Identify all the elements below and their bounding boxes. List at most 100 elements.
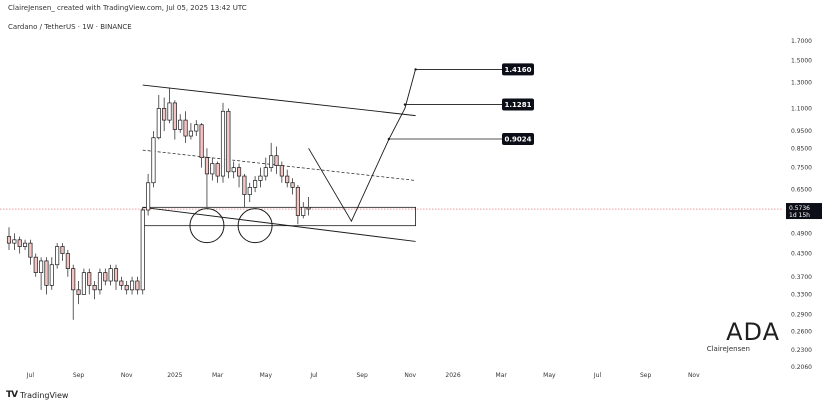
y-tick-label: 0.4900 <box>791 230 812 237</box>
target-label-box <box>502 98 534 111</box>
channel-upper-line <box>142 84 416 117</box>
target-label: 0.9024 <box>504 136 531 144</box>
candle-up <box>55 246 60 266</box>
candle-up <box>81 272 86 295</box>
target-label-box <box>502 133 534 146</box>
candle-up <box>258 175 263 181</box>
x-tick-label: Nov <box>688 372 700 379</box>
double-bottom-circle <box>237 208 273 244</box>
candle-up <box>231 167 236 173</box>
candle-down <box>215 163 220 177</box>
candle-down <box>274 155 279 166</box>
x-tick-label: Sep <box>356 372 368 379</box>
candle-up <box>12 239 17 244</box>
candle-up <box>140 209 145 291</box>
candle-down <box>87 272 92 286</box>
projection-path <box>308 68 417 223</box>
x-tick-label: Nov <box>404 372 416 379</box>
candle-down <box>237 167 242 177</box>
channel-mid-line <box>142 149 416 181</box>
y-tick-label: 0.8500 <box>791 145 812 152</box>
candle-down <box>172 102 177 130</box>
target-point <box>414 68 417 71</box>
y-tick-label: 1.3000 <box>791 80 812 87</box>
candle-down <box>306 206 311 210</box>
candle-down <box>113 268 119 282</box>
target-point <box>403 103 407 106</box>
x-tick-label: Sep <box>640 372 652 379</box>
y-tick-label: 0.6500 <box>791 187 812 194</box>
candle-down <box>285 175 290 184</box>
candle-down <box>290 182 295 188</box>
candle-up <box>210 163 215 175</box>
x-tick-label: May <box>543 372 556 379</box>
x-tick-label: 2025 <box>167 372 182 379</box>
author-watermark: ClaireJensen <box>706 345 750 353</box>
tradingview-logo-text: TradingView <box>20 390 69 400</box>
current-price-tag <box>786 203 822 220</box>
x-tick-label: Mar <box>212 372 224 379</box>
candle-up <box>108 268 113 282</box>
x-tick-label: Jul <box>26 372 35 379</box>
target-label: 1.4160 <box>504 66 531 74</box>
y-tick-label: 0.9500 <box>791 128 812 135</box>
x-tick-label: Jul <box>593 372 602 379</box>
y-tick-label: 1.7000 <box>791 38 812 45</box>
double-bottom-circle <box>189 208 225 244</box>
tradingview-logo[interactable]: TV TradingView <box>6 390 68 400</box>
candle-up <box>220 110 226 177</box>
candle-down <box>65 253 70 269</box>
candle-down <box>71 268 76 291</box>
candle-up <box>269 155 274 168</box>
candle-down <box>279 165 284 177</box>
candle-up <box>301 206 306 216</box>
target-point <box>387 137 391 141</box>
candle-down <box>44 260 49 286</box>
target-label: 1.1281 <box>504 101 531 109</box>
candle-up <box>188 130 193 137</box>
attribution-text: ClaireJensen_ created with TradingView.c… <box>8 4 247 12</box>
candle-up <box>97 272 103 291</box>
y-tick-label: 0.4300 <box>791 251 812 258</box>
y-tick-label: 1.1000 <box>791 105 812 112</box>
candle-up <box>263 167 268 177</box>
candle-down <box>204 157 210 175</box>
y-tick-label: 0.2060 <box>791 364 812 371</box>
candle-up <box>146 182 151 211</box>
candle-down <box>242 175 247 195</box>
candle-down <box>124 285 129 291</box>
x-tick-label: Sep <box>73 372 85 379</box>
countdown-label: 1d 15h <box>789 212 810 219</box>
candle-up <box>130 280 135 291</box>
candle-up <box>39 260 44 274</box>
candle-up <box>167 102 172 121</box>
candle-up <box>49 264 54 286</box>
candle-down <box>60 246 65 254</box>
tradingview-logo-icon: TV <box>6 390 18 400</box>
candle-up <box>194 124 199 132</box>
target-label-box <box>502 63 534 76</box>
candle-down <box>135 280 140 291</box>
x-tick-label: 2026 <box>445 372 460 379</box>
channel-lower-line <box>142 206 416 242</box>
candle-down <box>119 280 124 286</box>
candle-up <box>151 137 156 184</box>
candle-down <box>76 289 81 295</box>
candle-up <box>23 242 28 247</box>
y-tick-label: 0.7500 <box>791 165 812 172</box>
candle-down <box>28 242 33 258</box>
y-tick-label: 1.5000 <box>791 58 812 65</box>
candle-down <box>295 187 300 216</box>
candle-down <box>17 239 22 247</box>
candle-down <box>199 124 204 158</box>
candle-up <box>247 187 252 195</box>
candle-up <box>178 119 183 130</box>
ticker-watermark: ADA <box>726 318 780 346</box>
symbol-title[interactable]: Cardano / TetherUS · 1W · BINANCE <box>8 23 132 31</box>
y-tick-label: 0.2900 <box>791 311 812 318</box>
candle-down <box>33 256 38 274</box>
support-zone-box <box>142 206 417 227</box>
candle-down <box>6 236 12 244</box>
